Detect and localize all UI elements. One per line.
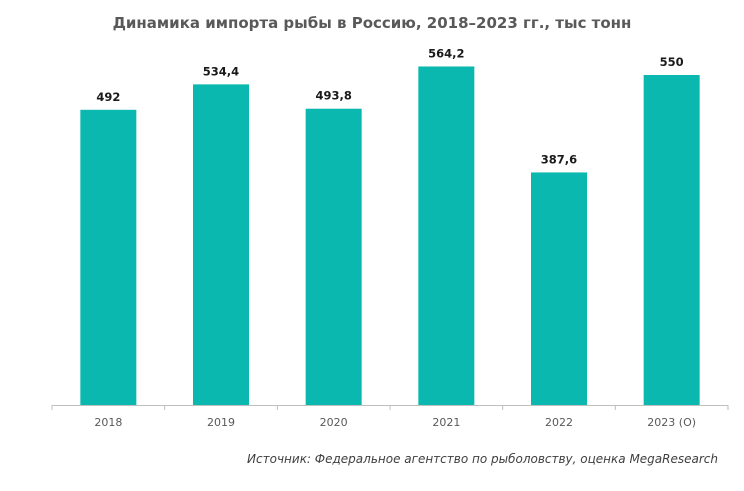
data-label-2023 (О): 550 bbox=[660, 55, 684, 69]
x-tick-label-2019: 2019 bbox=[207, 416, 235, 429]
chart-source-note: Источник: Федеральное агентство по рыбол… bbox=[247, 452, 718, 466]
bar-2022 bbox=[531, 172, 587, 405]
x-tick-label-2020: 2020 bbox=[320, 416, 348, 429]
data-label-2021: 564,2 bbox=[428, 46, 464, 60]
x-tick-label-2021: 2021 bbox=[432, 416, 460, 429]
data-label-2022: 387,6 bbox=[541, 152, 577, 166]
data-label-2018: 492 bbox=[96, 90, 120, 104]
bar-2020 bbox=[305, 108, 362, 405]
x-tick-label-2023 (О): 2023 (О) bbox=[647, 416, 696, 429]
data-label-2020: 493,8 bbox=[315, 89, 351, 103]
bar-2023 (О) bbox=[643, 75, 700, 405]
bar-2019 bbox=[193, 84, 249, 406]
bar-2021 bbox=[418, 66, 475, 405]
bar-2018 bbox=[80, 109, 137, 406]
chart-title: Динамика импорта рыбы в Россию, 2018–202… bbox=[112, 14, 632, 32]
ticks-layer: 2018 2019 2020 2021 2022 2023 (О) bbox=[51, 405, 729, 429]
x-tick-label-2018: 2018 bbox=[94, 416, 122, 429]
bars-layer: 492 534,4 493,8 564,2 387,6 550 bbox=[80, 46, 700, 406]
data-label-2019: 534,4 bbox=[203, 64, 239, 78]
x-tick-label-2022: 2022 bbox=[545, 416, 573, 429]
